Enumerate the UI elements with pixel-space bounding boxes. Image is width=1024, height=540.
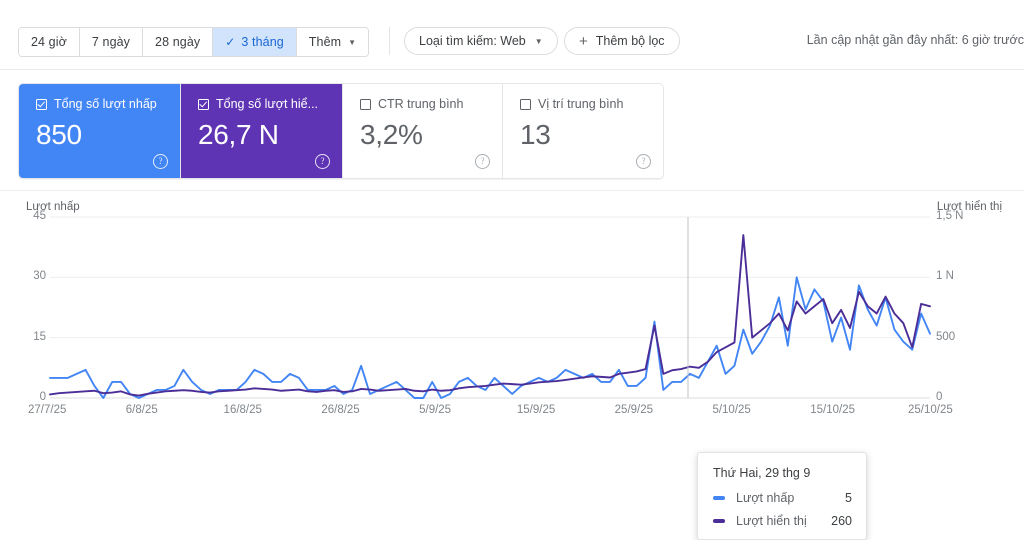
chart-gridlines xyxy=(50,216,930,399)
metric-value-average-ctr: 3,2% xyxy=(360,119,423,150)
checkbox-icon[interactable] xyxy=(360,98,371,110)
y-tick-right: 500 xyxy=(936,330,956,343)
help-icon[interactable]: ? xyxy=(315,154,330,169)
checkbox-icon[interactable] xyxy=(198,98,209,110)
range-3-months[interactable]: ✓ 3 tháng xyxy=(213,28,297,56)
tooltip-row-impressions: Lượt hiển thị 260 xyxy=(713,514,852,528)
series-line-impressions xyxy=(49,234,931,397)
x-tick: 16/8/25 xyxy=(223,404,262,416)
y-tick-left: 15 xyxy=(33,330,46,343)
metric-card-total-impressions[interactable]: Tổng số lượt hiể... 26,7 N ? xyxy=(181,84,343,178)
checkbox-icon[interactable] xyxy=(36,98,47,110)
y-axis-right-title: Lượt hiển thị xyxy=(936,201,1002,213)
y-tick-right: 1 N xyxy=(936,270,954,283)
performance-chart[interactable]: Lượt nhấp Lượt hiển thị 0 15 30 45 0 500 1 N 1… xyxy=(0,190,1024,540)
tooltip-label-impressions: Lượt hiển thị xyxy=(736,514,807,528)
metric-card-average-position[interactable]: Vị trí trung bình 13 ? xyxy=(503,84,663,178)
range-more-label: Thêm xyxy=(308,35,342,49)
y-tick-left: 30 xyxy=(33,270,46,283)
chevron-down-icon: ▼ xyxy=(348,37,357,47)
search-type-filter-button[interactable]: Loại tìm kiếm: Web ▼ xyxy=(404,27,558,55)
help-icon[interactable]: ? xyxy=(636,154,651,169)
x-tick: 5/10/25 xyxy=(712,404,751,416)
last-updated-text: Lần cập nhật gần đây nhất: 6 giờ trước xyxy=(806,33,1024,47)
metric-card-header: Tổng số lượt nhấp xyxy=(36,97,180,111)
x-tick: 26/8/25 xyxy=(321,404,360,416)
x-tick: 15/10/25 xyxy=(810,404,855,416)
chart-canvas xyxy=(49,216,931,399)
metric-value-total-impressions: 26,7 N xyxy=(198,119,279,150)
add-filter-button[interactable]: + Thêm bộ lọc xyxy=(564,27,680,55)
x-tick: 15/9/25 xyxy=(516,404,556,416)
x-tick: 27/7/25 xyxy=(28,404,67,416)
range-28-days-label: 28 ngày xyxy=(155,35,201,49)
chart-series-lines xyxy=(49,234,931,399)
tooltip-label-clicks: Lượt nhấp xyxy=(736,491,795,505)
range-24h-label: 24 giờ xyxy=(31,35,67,49)
range-28-days[interactable]: 28 ngày xyxy=(143,28,214,56)
metric-label-total-impressions: Tổng số lượt hiể... xyxy=(216,97,319,111)
x-tick: 25/10/25 xyxy=(908,404,953,416)
tooltip-row-clicks: Lượt nhấp 5 xyxy=(713,491,852,505)
add-filter-label: Thêm bộ lọc xyxy=(595,34,665,48)
metric-card-header: CTR trung bình xyxy=(360,97,502,111)
x-tick: 6/8/25 xyxy=(125,404,158,416)
metric-label-average-ctr: CTR trung bình xyxy=(378,97,464,111)
metric-value-average-position: 13 xyxy=(520,119,551,150)
y-tick-left: 0 xyxy=(39,391,46,403)
legend-swatch-clicks xyxy=(713,496,725,500)
range-more[interactable]: Thêm ▼ xyxy=(296,28,369,56)
help-icon[interactable]: ? xyxy=(153,154,168,169)
metric-card-header: Vị trí trung bình xyxy=(520,97,663,111)
x-tick: 5/9/25 xyxy=(419,404,452,416)
metric-card-average-ctr[interactable]: CTR trung bình 3,2% ? xyxy=(343,84,503,178)
tooltip-date: Thứ Hai, 29 thg 9 xyxy=(713,466,811,480)
metric-label-average-position: Vị trí trung bình xyxy=(538,97,624,111)
plus-icon: + xyxy=(579,32,588,50)
metric-card-total-clicks[interactable]: Tổng số lượt nhấp 850 ? xyxy=(19,84,181,178)
y-tick-right: 1,5 N xyxy=(936,210,964,222)
chart-tooltip: Thứ Hai, 29 thg 9 Lượt nhấp 5 Lượt hiển … xyxy=(697,452,867,540)
metric-value-total-clicks: 850 xyxy=(36,119,82,150)
date-range-segmented-control[interactable]: 24 giờ 7 ngày 28 ngày ✓ 3 tháng Thêm ▼ xyxy=(18,27,370,57)
metric-cards: Tổng số lượt nhấp 850 ? Tổng số lượt hiể… xyxy=(18,83,664,179)
checkbox-icon[interactable] xyxy=(520,98,531,110)
x-tick: 25/9/25 xyxy=(614,404,654,416)
toolbar-divider xyxy=(389,27,390,55)
metric-card-header: Tổng số lượt hiể... xyxy=(198,97,342,111)
range-7-days-label: 7 ngày xyxy=(91,35,131,49)
search-type-label: Loại tìm kiếm: Web xyxy=(419,34,526,48)
legend-swatch-impressions xyxy=(713,519,725,523)
metric-label-total-clicks: Tổng số lượt nhấp xyxy=(54,97,157,111)
check-icon: ✓ xyxy=(225,35,236,49)
chevron-down-icon: ▼ xyxy=(534,36,543,46)
y-tick-left: 45 xyxy=(33,210,46,222)
help-icon[interactable]: ? xyxy=(475,154,490,169)
range-3-months-label: 3 tháng xyxy=(241,35,284,49)
tooltip-value-impressions: 260 xyxy=(831,514,852,528)
filter-toolbar: 24 giờ 7 ngày 28 ngày ✓ 3 tháng Thêm ▼ L… xyxy=(0,0,1024,70)
range-7-days[interactable]: 7 ngày xyxy=(79,28,144,56)
y-tick-right: 0 xyxy=(936,391,943,403)
tooltip-value-clicks: 5 xyxy=(845,491,852,505)
range-24h[interactable]: 24 giờ xyxy=(19,28,80,56)
y-axis-left-title: Lượt nhấp xyxy=(26,201,80,213)
search-console-performance-page: 24 giờ 7 ngày 28 ngày ✓ 3 tháng Thêm ▼ L… xyxy=(0,0,1024,456)
